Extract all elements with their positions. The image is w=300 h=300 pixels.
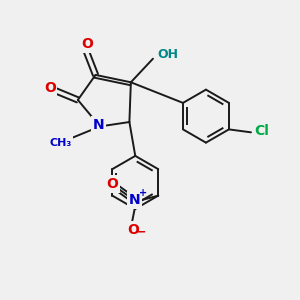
Text: N: N [93, 118, 104, 132]
Text: −: − [136, 225, 146, 239]
Text: N: N [129, 193, 140, 207]
Text: O: O [81, 37, 93, 51]
Text: CH₃: CH₃ [49, 138, 71, 148]
Text: O: O [127, 223, 139, 236]
Text: O: O [106, 177, 118, 191]
Text: +: + [139, 188, 147, 198]
Text: OH: OH [157, 48, 178, 61]
Text: Cl: Cl [255, 124, 270, 138]
Text: O: O [44, 81, 56, 95]
